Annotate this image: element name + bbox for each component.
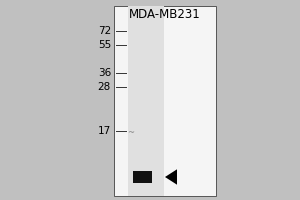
Text: 17: 17	[98, 126, 111, 136]
Bar	[114, 6, 216, 196]
Polygon shape	[165, 169, 177, 185]
Text: 36: 36	[98, 68, 111, 78]
Text: 55: 55	[98, 40, 111, 50]
Bar	[133, 171, 152, 183]
Text: MDA-MB231: MDA-MB231	[129, 8, 201, 21]
Bar	[128, 6, 164, 196]
Text: ~: ~	[127, 129, 134, 138]
Text: 72: 72	[98, 26, 111, 36]
Text: 28: 28	[98, 82, 111, 92]
